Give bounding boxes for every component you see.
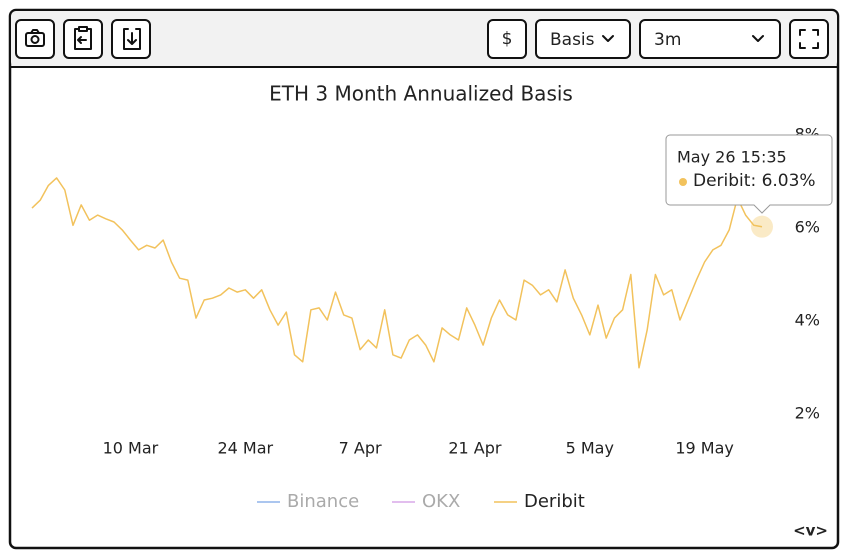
y-tick-label: 4%	[795, 310, 820, 329]
tooltip: May 26 15:35 Deribit: 6.03%	[665, 134, 833, 214]
collapse-toggle[interactable]: <v>	[793, 522, 828, 540]
currency-label: $	[502, 29, 513, 49]
legend-label[interactable]: Deribit	[524, 491, 585, 512]
fullscreen-button-box[interactable]	[789, 19, 829, 59]
plot: 2%4%6%8%10 Mar 24 Mar 7 Apr 21 Apr 5 May 19 M…	[31, 125, 833, 512]
metric-label: Basis	[550, 30, 595, 50]
x-tick-label: 21 Apr	[448, 439, 502, 458]
legend-item[interactable]: OKX	[392, 491, 460, 512]
clipboard-button[interactable]	[63, 19, 103, 59]
x-tick-label: 19 May	[675, 439, 734, 458]
download-icon	[123, 28, 141, 50]
camera-button[interactable]	[15, 19, 55, 59]
line	[31, 177, 763, 369]
frame	[8, 8, 840, 550]
tooltip-box	[665, 134, 833, 214]
tooltip-text: Deribit: 6.03%	[693, 171, 816, 191]
fullscreen-button[interactable]	[789, 19, 829, 59]
chevron	[752, 35, 764, 42]
camera-lens	[30, 35, 40, 44]
clipboard-icon	[74, 26, 92, 50]
camera-icon	[25, 32, 45, 47]
download-button[interactable]	[111, 19, 151, 59]
legend-label[interactable]: OKX	[422, 491, 460, 512]
camera-button-box[interactable]	[15, 19, 55, 59]
period-select[interactable]: 3m	[639, 19, 781, 59]
currency-button-box[interactable]	[487, 19, 527, 59]
legend-item[interactable]: Deribit	[494, 491, 585, 512]
x-tick-label: 7 Apr	[339, 439, 382, 458]
y-tick-label: 6%	[795, 218, 820, 237]
x-tick-label: 10 Mar	[103, 439, 159, 458]
metric-select[interactable]: Basis	[535, 19, 631, 59]
period-select-box[interactable]	[639, 19, 781, 59]
y-tick-label: 2%	[795, 403, 820, 422]
hover-point	[751, 215, 773, 238]
x-tick-label: 5 May	[566, 439, 614, 458]
camera-top	[30, 29, 40, 34]
fullscreen-icon	[799, 29, 819, 49]
tooltip-title: May 26 15:35	[677, 148, 787, 167]
chart-title: ETH 3 Month Annualized Basis	[269, 82, 573, 106]
currency-button[interactable]: $	[487, 19, 527, 59]
period-label: 3m	[654, 30, 681, 50]
legend-label[interactable]: Binance	[287, 491, 359, 512]
legend-item[interactable]: Binance	[257, 491, 359, 512]
tooltip-bullet	[679, 178, 687, 186]
metric-select-box[interactable]	[535, 19, 631, 59]
x-tick-label: 24 Mar	[217, 439, 273, 458]
chevron	[602, 35, 614, 42]
